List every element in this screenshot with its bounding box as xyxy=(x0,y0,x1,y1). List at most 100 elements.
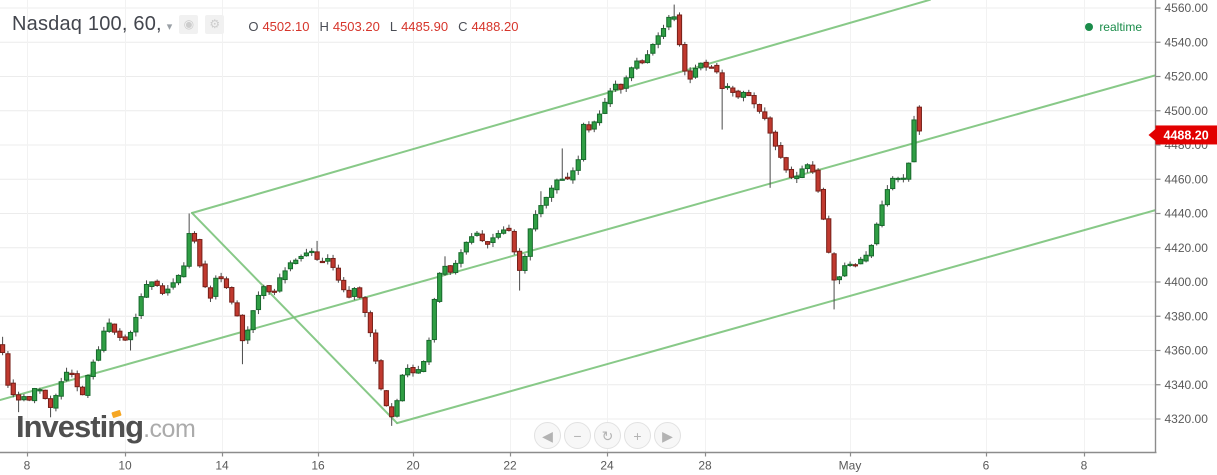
candle-up xyxy=(421,361,427,373)
chevron-down-icon[interactable]: ▾ xyxy=(166,21,173,33)
candle-down xyxy=(714,64,720,73)
candle-down xyxy=(410,367,416,374)
realtime-label: realtime xyxy=(1099,20,1142,34)
candle-down xyxy=(564,176,571,180)
candle-down xyxy=(367,312,373,334)
pan-left-button[interactable]: ◀ xyxy=(534,422,561,449)
y-axis-label: 4520.00 xyxy=(1165,70,1209,84)
candle-up xyxy=(548,187,555,198)
candle-up xyxy=(911,119,917,163)
candle-up xyxy=(138,296,144,317)
candle-up xyxy=(106,322,112,332)
candle-down xyxy=(447,265,453,273)
candle-down xyxy=(0,344,6,354)
candle-up xyxy=(186,233,192,267)
zoom-in-button[interactable]: + xyxy=(624,422,651,449)
candle-down xyxy=(319,260,325,264)
candle-down xyxy=(330,257,336,268)
grid-lines xyxy=(0,0,1156,453)
indicators-icon[interactable]: ◉ xyxy=(179,15,199,34)
chart-header: Nasdaq 100, 60, ▾ ◉ ⚙ O 4502.10 H 4503.2… xyxy=(12,13,528,36)
logo-suffix-text: .com xyxy=(143,415,196,443)
candle-down xyxy=(74,373,80,388)
candle-up xyxy=(900,177,906,180)
candle-up xyxy=(628,67,635,79)
symbol-title[interactable]: Nasdaq 100, 60, xyxy=(12,13,162,35)
candle-up xyxy=(453,262,459,273)
candle-down xyxy=(117,330,123,338)
candle-down xyxy=(730,87,736,93)
candle-up xyxy=(293,259,299,265)
candle-down xyxy=(767,117,773,134)
candle-up xyxy=(554,179,560,191)
candle-down xyxy=(826,218,832,253)
candle-down xyxy=(314,251,320,260)
candle-up xyxy=(543,196,549,206)
candle-up xyxy=(799,168,805,178)
candle-up xyxy=(501,229,507,234)
candle-up xyxy=(133,317,139,333)
candle-up xyxy=(660,28,667,37)
candle-up xyxy=(836,276,843,281)
y-axis-label: 4500.00 xyxy=(1165,104,1209,118)
candle-down xyxy=(751,95,757,105)
ohlc-readout: O 4502.10 H 4503.20 L 4485.90 C 4488.20 xyxy=(248,19,528,34)
open-label: O xyxy=(248,18,259,34)
candle-up xyxy=(405,367,411,376)
close-label: C xyxy=(458,18,468,34)
candle-down xyxy=(239,314,246,342)
candle-up xyxy=(277,277,283,292)
candle-down xyxy=(788,168,795,178)
candle-down xyxy=(223,278,230,289)
y-axis-label: 4540.00 xyxy=(1165,35,1209,49)
candle-up xyxy=(303,252,310,257)
candle-up xyxy=(644,54,651,64)
candle-down xyxy=(586,124,592,131)
candle-up xyxy=(842,265,848,277)
investing-logo: Investing.com xyxy=(16,409,196,445)
y-axis-labels: 4560.004540.004520.004500.004480.004460.… xyxy=(1155,1,1209,426)
candle-up xyxy=(607,90,613,105)
candle-up xyxy=(858,258,864,265)
low-label: L xyxy=(389,18,398,34)
candle-up xyxy=(165,288,171,294)
high-value: 4503.20 xyxy=(332,18,380,34)
candle-down xyxy=(47,398,54,408)
candle-down xyxy=(234,302,240,317)
realtime-status: realtime xyxy=(1085,20,1142,34)
candle-down xyxy=(762,111,768,119)
x-axis-label: 8 xyxy=(1081,459,1088,473)
candle-up xyxy=(58,381,64,397)
candle-down xyxy=(708,66,715,69)
axes xyxy=(0,0,1157,454)
candle-down xyxy=(122,336,128,341)
x-axis-label: 22 xyxy=(503,459,517,473)
candle-down xyxy=(719,72,725,89)
reload-button[interactable]: ↻ xyxy=(594,422,621,449)
candle-down xyxy=(5,353,11,386)
candle-up xyxy=(527,228,533,257)
candle-up xyxy=(261,286,267,297)
candle-down xyxy=(154,280,160,286)
candle-up xyxy=(740,91,747,98)
open-value: 4502.10 xyxy=(262,18,310,34)
candle-up xyxy=(175,274,182,284)
zoom-out-button[interactable]: − xyxy=(564,422,591,449)
candle-down xyxy=(218,276,224,280)
candle-down xyxy=(687,70,693,80)
candle-down xyxy=(191,232,198,242)
candle-up xyxy=(37,389,43,392)
y-axis-label: 4400.00 xyxy=(1165,275,1209,289)
settings-gear-icon[interactable]: ⚙ xyxy=(205,15,225,34)
candle-up xyxy=(580,123,587,161)
candle-down xyxy=(357,287,363,298)
candle-down xyxy=(159,285,166,294)
x-axis-label: 14 xyxy=(215,459,229,473)
candle-down xyxy=(197,239,203,267)
candle-up xyxy=(181,265,187,278)
trend-channel-lines[interactable] xyxy=(0,0,1156,425)
pan-right-button[interactable]: ▶ xyxy=(654,422,681,449)
candle-up xyxy=(692,67,699,78)
candle-up xyxy=(95,349,102,361)
